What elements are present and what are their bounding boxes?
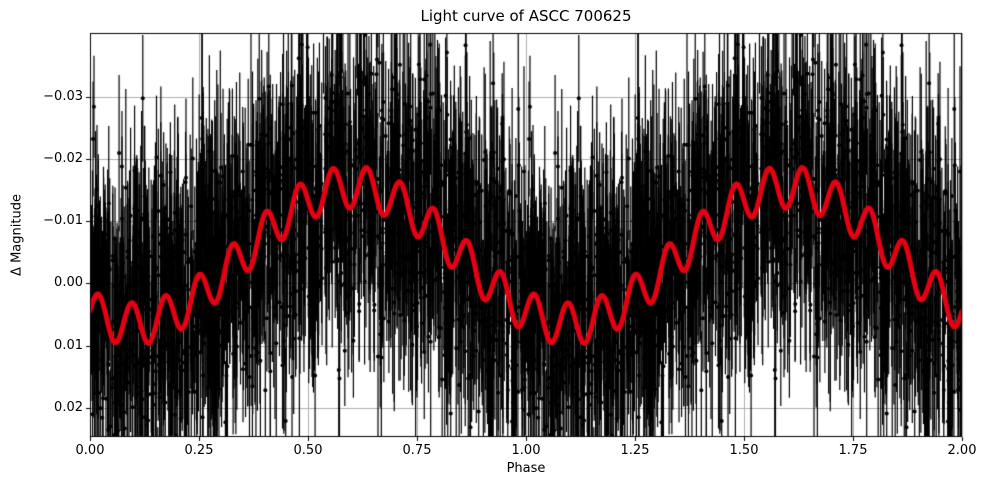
x-tick-label: 0.75 [402,443,432,458]
x-tick-label: 2.00 [947,443,977,458]
x-tick-label: 1.25 [620,443,650,458]
x-tick-label: 0.25 [184,443,214,458]
x-tick-label: 1.50 [729,443,759,458]
y-tick-label: 0.00 [54,275,83,291]
x-tick-label: 1.00 [511,443,541,458]
x-tick-label: 1.75 [838,443,868,458]
chart-title: Light curve of ASCC 700625 [420,7,632,25]
y-axis-label: Δ Magnitude [9,194,25,276]
y-tick-label: 0.02 [54,399,83,415]
y-tick-label: 0.01 [54,337,83,353]
y-tick-label: −0.01 [43,213,83,229]
y-tick-label: −0.02 [43,151,83,167]
x-axis-label: Phase [506,461,546,476]
x-tick-label: 0.00 [75,443,105,458]
x-tick-label: 0.50 [293,443,323,458]
y-tick-label: −0.03 [43,89,83,105]
